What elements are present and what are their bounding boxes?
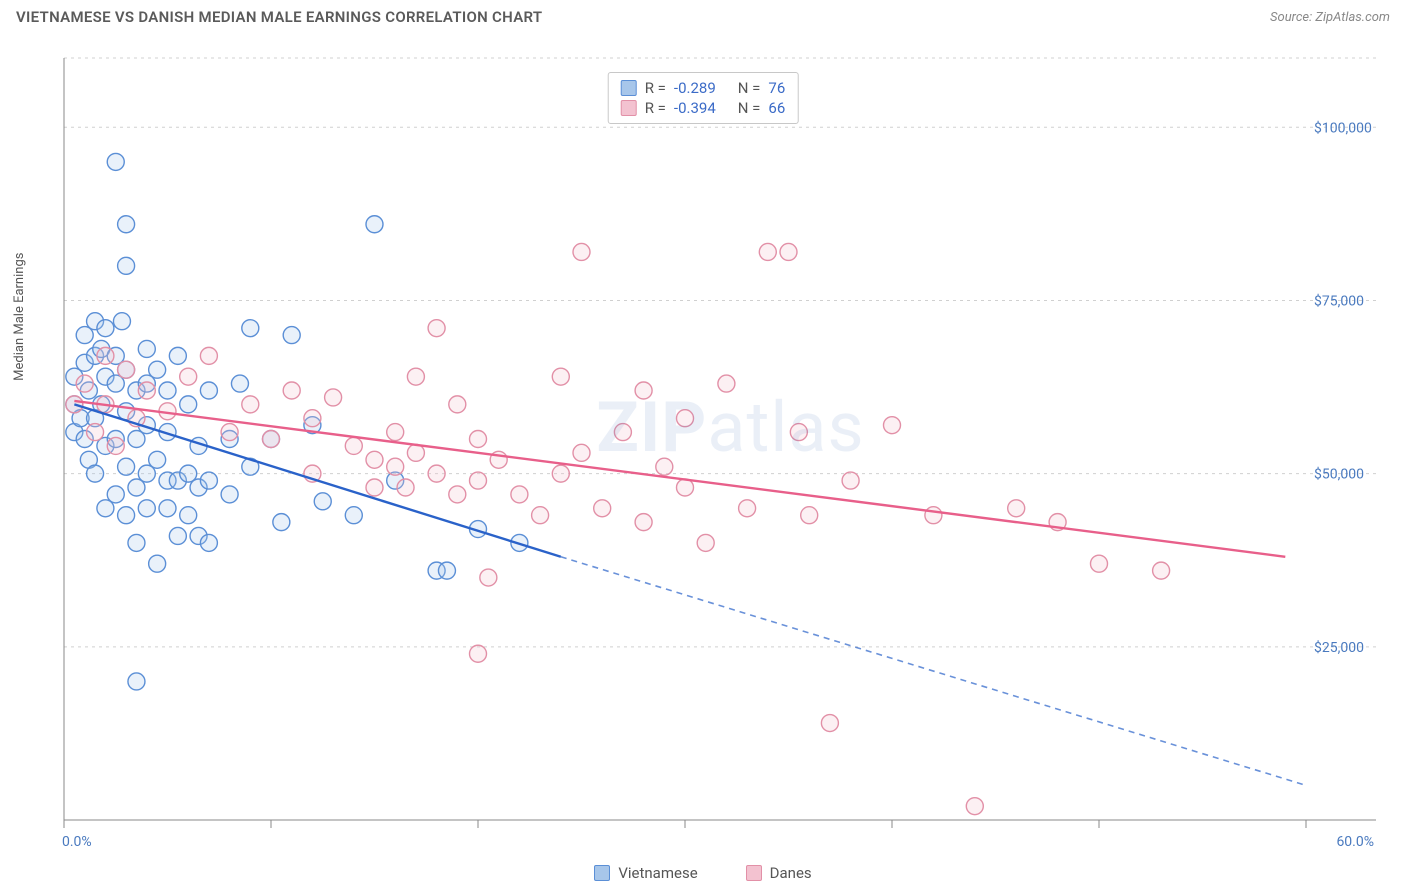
legend-item: Danes <box>746 864 812 882</box>
r-value: -0.394 <box>674 99 716 117</box>
svg-text:$75,000: $75,000 <box>1314 292 1364 309</box>
series-swatch <box>621 100 637 116</box>
scatter-chart: $25,000 $50,000 $75,000 $100,000 0.0% 60.0% <box>16 30 1390 860</box>
r-label: R = <box>645 79 666 97</box>
series-name: Danes <box>770 864 812 882</box>
svg-text:60.0%: 60.0% <box>1336 834 1374 850</box>
chart-source: Source: ZipAtlas.com <box>1270 10 1390 25</box>
n-value: 66 <box>768 99 785 117</box>
stats-row: R = -0.289 N = 76 <box>621 78 786 98</box>
svg-text:0.0%: 0.0% <box>62 834 92 850</box>
chart-title: VIETNAMESE VS DANISH MEDIAN MALE EARNING… <box>16 8 542 26</box>
series-swatch <box>594 865 610 881</box>
chart-area: Median Male Earnings ZIPatlas R =-0.289N… <box>16 30 1390 860</box>
y-axis-label: Median Male Earnings <box>12 253 27 381</box>
series-swatch <box>746 865 762 881</box>
n-label: N = <box>738 99 761 117</box>
svg-text:$100,000: $100,000 <box>1314 119 1372 136</box>
series-legend: Vietnamese Danes <box>0 864 1406 882</box>
r-value: -0.289 <box>674 79 716 97</box>
r-label: R = <box>645 99 666 117</box>
series-swatch <box>621 80 637 96</box>
series-name: Vietnamese <box>618 864 697 882</box>
correlation-stats-box: R = -0.289 N = 76 R = -0.394 N = 66 <box>608 72 799 124</box>
legend-item: Vietnamese <box>594 864 697 882</box>
chart-header: VIETNAMESE VS DANISH MEDIAN MALE EARNING… <box>0 0 1406 30</box>
svg-text:$25,000: $25,000 <box>1314 639 1364 656</box>
svg-text:$50,000: $50,000 <box>1314 466 1364 483</box>
n-label: N = <box>738 79 761 97</box>
n-value: 76 <box>768 79 785 97</box>
stats-row: R = -0.394 N = 66 <box>621 98 786 118</box>
